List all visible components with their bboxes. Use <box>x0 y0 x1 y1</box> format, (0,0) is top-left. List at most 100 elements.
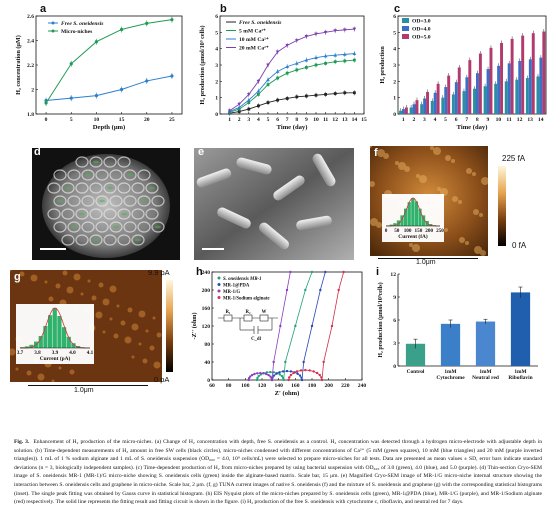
h-point <box>300 376 303 379</box>
sem-d-pore <box>131 208 145 220</box>
colorbar-f <box>498 166 506 246</box>
c-bar <box>399 110 402 114</box>
scale-bar-f <box>378 258 478 259</box>
a-ytick-label: 2.4 <box>27 39 34 45</box>
i-bar <box>405 343 426 366</box>
b-point <box>353 58 356 62</box>
tuna-g-spot <box>95 311 103 319</box>
tuna-g-spot <box>80 292 84 296</box>
g-hist-tick-label: 3.9 <box>52 350 59 356</box>
sem-d-pore <box>151 221 165 233</box>
c-xtick-label: 11 <box>506 117 511 123</box>
b-xtick-label: 13 <box>342 117 348 123</box>
c-xtick-label: 10 <box>496 117 502 123</box>
b-xtick-label: 11 <box>323 117 328 123</box>
b-point <box>237 105 241 109</box>
f-hist-tick-label: 100 <box>404 228 412 234</box>
tuna-f-spot <box>466 168 472 174</box>
tuna-g-spot <box>131 355 135 359</box>
i-xtick-label: 1mM <box>514 369 526 375</box>
h-ytick-label: 160 <box>202 306 211 312</box>
tuna-g-spot <box>109 317 113 321</box>
b-point <box>343 59 347 63</box>
sem-d-pore <box>137 195 151 207</box>
h-xtick-label: 100 <box>241 383 250 389</box>
h-point <box>310 270 314 274</box>
c-bar <box>447 75 451 114</box>
a-point <box>69 96 73 100</box>
tuna-f-graphic: 0 50 100 150 200 250 Current (fA) <box>370 146 488 256</box>
a-legend-label: Micro-niches <box>61 29 93 35</box>
b-ytick-label: 0 <box>215 112 218 118</box>
a-series-line <box>46 75 173 102</box>
c-bar <box>504 81 508 114</box>
c-bar <box>528 59 532 114</box>
h-fit-line <box>288 271 345 381</box>
sem-d-pore <box>61 182 75 194</box>
panel-c: 0 1 2 3 4 5 6 1 2 3 4 5 6 7 8 9 10 11 12 13 14 Time (day) H₂ p… <box>372 4 550 136</box>
sem-d-pore <box>145 182 159 194</box>
g-hist-bar <box>71 343 76 348</box>
sem-d-pore <box>117 208 131 220</box>
h-point <box>295 370 299 373</box>
h-point <box>269 370 272 374</box>
f-hist-bar <box>389 224 393 226</box>
c-bar <box>423 98 427 114</box>
c-xtick-label: 6 <box>455 117 458 123</box>
b-point <box>275 50 280 54</box>
tuna-g-spot <box>152 316 156 320</box>
tuna-g-spot <box>15 367 19 371</box>
b-xtick-label: 14 <box>352 117 358 123</box>
h-legend-label: MR-1/G <box>223 290 240 295</box>
tuna-g-spot <box>156 332 162 338</box>
b-xtick-label: 4 <box>257 117 260 123</box>
b-ytick-label: 2 <box>215 79 218 85</box>
sem-d-bacterium <box>79 212 85 216</box>
b-point <box>295 68 299 72</box>
h-ylabel: -Z'' (ohm) <box>191 313 198 340</box>
f-hist-bar <box>418 208 422 226</box>
h-circuit-label: R₁ <box>226 310 231 315</box>
tuna-g-spot <box>153 361 161 369</box>
b-point <box>247 98 251 102</box>
c-bar <box>412 104 416 114</box>
a-legend-marker <box>51 29 55 33</box>
h-ytick-label: 240 <box>202 270 211 276</box>
tuna-f-spot <box>419 175 427 183</box>
c-bar <box>542 31 546 115</box>
h-legend-label: S. oneidensis MR-1 <box>223 277 262 282</box>
h-xtick-label: 120 <box>258 383 267 389</box>
f-hist-bar <box>407 202 411 226</box>
h-circuit-label: R₂ <box>246 310 251 315</box>
tuna-f-spot <box>458 200 462 204</box>
c-bar <box>525 78 529 114</box>
sem-d-pore <box>89 156 103 168</box>
a-point <box>94 40 99 44</box>
c-bar <box>539 57 543 114</box>
sem-d-pore <box>81 221 95 233</box>
h-point <box>247 377 251 380</box>
b-point <box>343 52 347 56</box>
tuna-g-spot <box>66 286 74 294</box>
sem-d-pore <box>117 234 131 246</box>
c-bar <box>433 92 437 114</box>
sem-d-pore <box>67 195 81 207</box>
c-xtick-label: 1 <box>402 117 405 123</box>
i-xtick-label: Riboflavin <box>508 375 532 381</box>
sem-d-bacterium <box>71 225 77 229</box>
colorbar-top-f: 225 fA <box>502 154 526 163</box>
h-point <box>270 377 273 380</box>
tuna-f-spot <box>409 243 413 247</box>
i-ytick-label: 6 <box>393 318 396 324</box>
tuna-f-spot <box>395 161 399 165</box>
sem-d-pore <box>95 169 109 181</box>
g-hist-bar <box>38 336 43 348</box>
c-xtick-label: 12 <box>517 117 523 123</box>
sem-d-pore <box>75 234 89 246</box>
tuna-f-spot <box>473 209 479 215</box>
b-xtick-label: 1 <box>228 117 231 123</box>
figure-caption: Fig. 3. Enhancement of H₂ production of … <box>14 438 542 507</box>
a-point <box>145 79 149 83</box>
b-point <box>295 61 299 65</box>
